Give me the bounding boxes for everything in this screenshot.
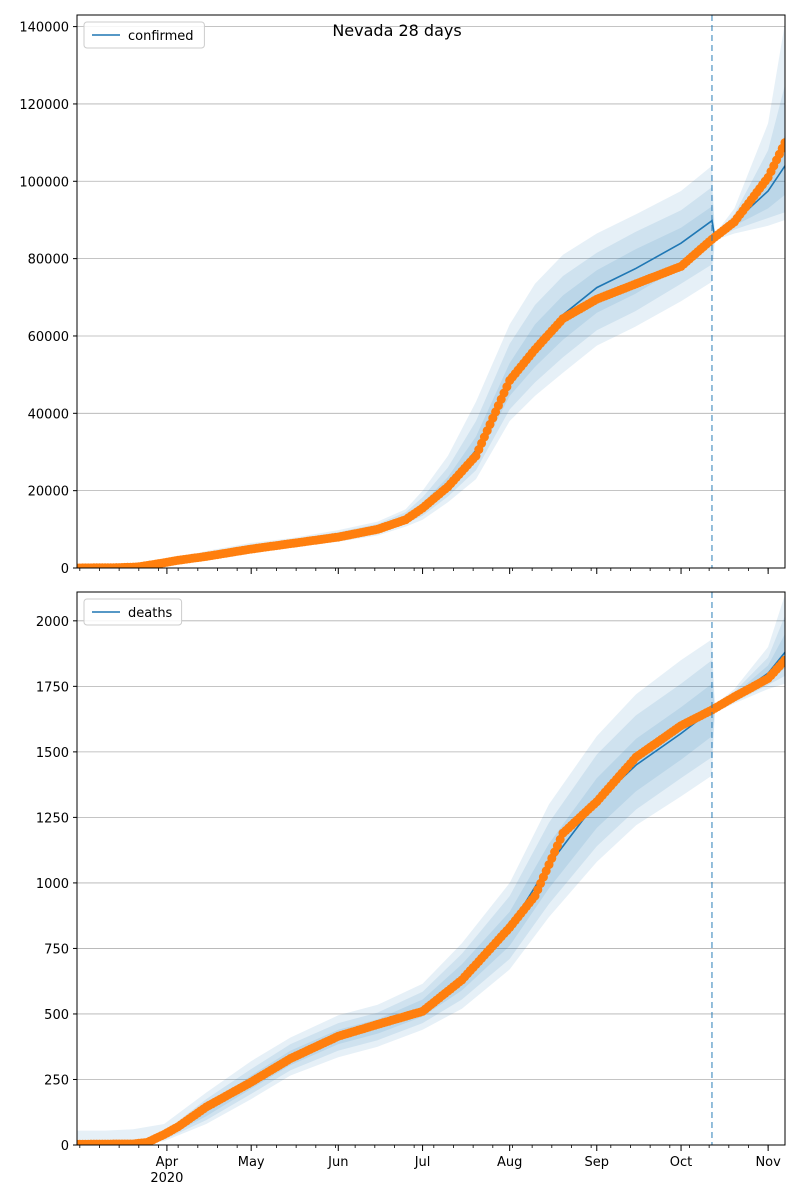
x-tick-label: Apr — [156, 1155, 179, 1170]
x-tick-label: Aug — [497, 1155, 522, 1170]
y-tick-label: 1000 — [36, 877, 69, 892]
y-tick-label: 0 — [61, 562, 69, 577]
y-tick-label: 40000 — [28, 407, 69, 422]
y-tick-label: 80000 — [28, 253, 69, 268]
x-tick-label: Sep — [585, 1155, 610, 1170]
uncertainty-band-95 — [77, 22, 785, 568]
y-tick-label: 1500 — [36, 746, 69, 761]
axes-frame — [76, 591, 786, 1146]
uncertainty-band-95 — [77, 594, 785, 1145]
observed-points — [77, 138, 785, 568]
y-tick-label: 0 — [61, 1139, 69, 1154]
legend-label: confirmed — [128, 29, 194, 44]
y-tick-label: 500 — [44, 1008, 69, 1023]
data-point — [780, 138, 785, 148]
data-point — [780, 655, 785, 665]
y-tick-label: 1750 — [36, 680, 69, 695]
legend-box — [83, 598, 183, 626]
legend-label: deaths — [128, 606, 173, 621]
y-tick-label: 250 — [44, 1073, 69, 1088]
chart-panel-confirmed: 0 20000 40000 60000 80000 100000 120000 140000 c… — [19, 14, 786, 577]
legend: deaths — [83, 598, 183, 626]
observed-points — [77, 655, 785, 1145]
x-tick-year-label: 2020 — [150, 1171, 183, 1186]
uncertainty-band-80 — [77, 615, 785, 1145]
axes-frame — [76, 14, 786, 569]
y-tick-label: 20000 — [28, 485, 69, 500]
chart-title: Nevada 28 days — [332, 21, 461, 40]
y-tick-label: 100000 — [19, 175, 69, 190]
y-tick-label: 140000 — [19, 21, 69, 36]
plot-area — [77, 22, 785, 568]
x-tick-label: Oct — [670, 1155, 692, 1170]
y-tick-label: 750 — [44, 942, 69, 957]
legend: confirmed — [83, 21, 205, 49]
x-tick-label: Jun — [327, 1155, 348, 1170]
y-tick-label: 60000 — [28, 330, 69, 345]
x-tick-label: Nov — [755, 1155, 781, 1170]
y-tick-label: 1250 — [36, 811, 69, 826]
legend-box — [83, 21, 205, 49]
chart-panel-deaths: 0 250 500 750 1000 1250 1500 1750 2000 Apr May Jun J… — [36, 591, 786, 1186]
x-tick-label: Jul — [414, 1155, 431, 1170]
plot-area — [77, 594, 785, 1145]
x-tick-label: May — [238, 1155, 265, 1170]
y-tick-label: 2000 — [36, 615, 69, 630]
y-tick-label: 120000 — [19, 98, 69, 113]
